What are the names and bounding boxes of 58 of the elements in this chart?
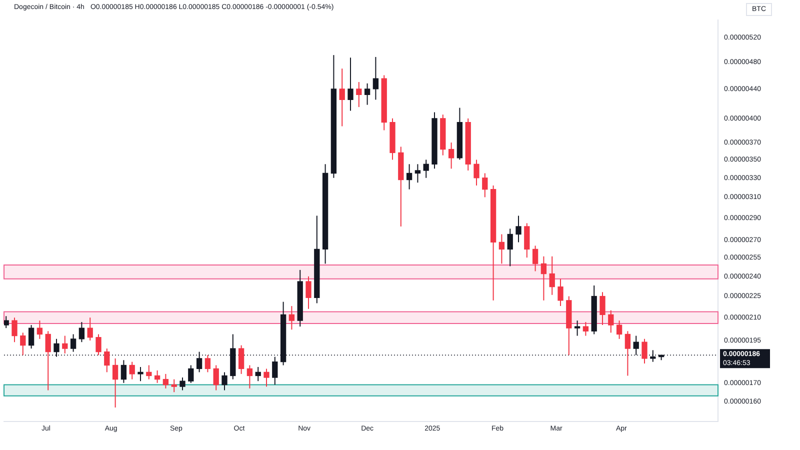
candlestick: [264, 368, 270, 388]
candlestick: [180, 377, 186, 391]
candlestick: [306, 276, 312, 310]
candlestick: [162, 373, 169, 389]
candlestick: [516, 215, 522, 243]
candlestick: [339, 68, 345, 127]
candlestick: [474, 159, 480, 186]
candlestick: [642, 338, 648, 364]
candlestick: [549, 256, 555, 296]
candlestick: [600, 292, 606, 326]
candlestick: [348, 57, 354, 112]
candlestick: [20, 332, 26, 356]
candlestick: [356, 82, 362, 108]
candlestick: [423, 159, 429, 178]
candlestick: [406, 164, 412, 190]
candlestick: [213, 364, 219, 391]
candlestick: [28, 324, 34, 350]
candlestick: [448, 142, 454, 170]
candlestick: [498, 234, 505, 264]
candlestick: [364, 82, 370, 106]
candlestick: [616, 320, 622, 340]
candlestick: [45, 330, 51, 391]
candlestick: [12, 317, 18, 343]
candlestick: [96, 334, 102, 356]
candlestick: [204, 354, 211, 373]
candlestick: [624, 330, 631, 376]
candlestick: [255, 366, 261, 382]
candlestick: [87, 317, 93, 342]
candlestick: [36, 320, 43, 340]
candlestick: [171, 378, 177, 393]
candlestick: [524, 222, 530, 258]
candlestick: [112, 358, 118, 408]
candlestick: [238, 344, 244, 374]
candlestick: [246, 364, 253, 389]
candlestick: [120, 360, 127, 384]
candlestick: [507, 228, 513, 267]
candlestick: [222, 372, 228, 391]
candlestick: [188, 364, 194, 384]
candlestick: [196, 351, 202, 373]
candlestick: [146, 364, 152, 380]
candlestick: [70, 334, 76, 352]
candlestick: [608, 310, 614, 334]
candlestick: [138, 366, 144, 382]
candlestick: [558, 278, 564, 307]
candlestick: [62, 335, 68, 354]
candlestick: [4, 316, 9, 329]
candlestick: [154, 370, 160, 384]
candlestick: [288, 306, 295, 330]
candlestick: [482, 172, 488, 198]
candlestick: [582, 322, 589, 336]
candlestick: [574, 320, 580, 336]
candlestick: [540, 256, 547, 301]
candlestick: [532, 245, 538, 272]
candlestick: [104, 348, 110, 373]
candlestick: [129, 361, 135, 380]
candlestick: [78, 322, 85, 343]
candlestick: [372, 56, 379, 100]
candlestick: [414, 164, 421, 184]
